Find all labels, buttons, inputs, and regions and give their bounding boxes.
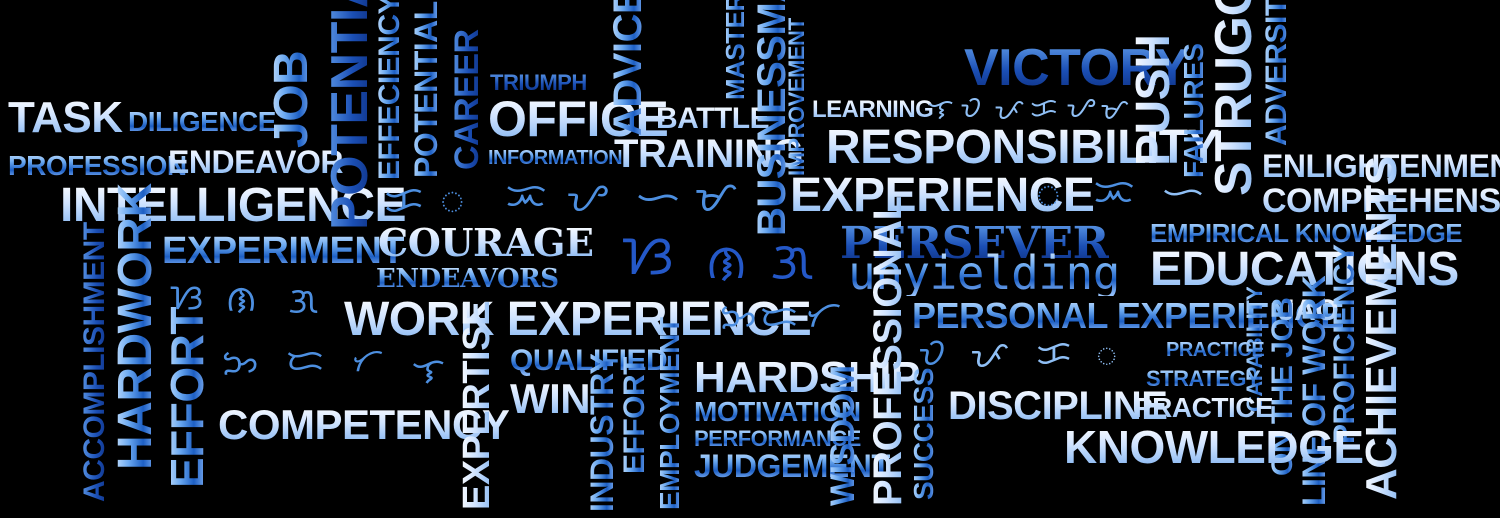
glyph-6: ᜋ bbox=[694, 172, 738, 221]
glyph-9: ᜄ bbox=[770, 232, 814, 292]
word-effort: EFFORT bbox=[161, 307, 213, 488]
word-proficiency: PROFICIENCY bbox=[1328, 244, 1361, 444]
glyph-2: ᜀ bbox=[440, 175, 465, 221]
word-qualified: QUALIFIED bbox=[510, 346, 668, 376]
word-accomplishment: ACCOMPLISHMENT bbox=[78, 222, 111, 502]
word-knowledge: KNOWLEDGE bbox=[1064, 421, 1364, 473]
word-employment: EMPLOYMENT bbox=[654, 317, 685, 510]
word-strategy: STRATEGY bbox=[1146, 366, 1261, 391]
word-job: JOB bbox=[265, 50, 318, 148]
word-experience: EXPERIENCE bbox=[790, 169, 1095, 222]
glyph-31: ᜃ bbox=[1036, 333, 1072, 374]
glyph-12: ᜆ bbox=[806, 295, 842, 336]
word-potential-small: POTENTIAL bbox=[408, 1, 444, 178]
word-win: WIN bbox=[510, 375, 591, 422]
word-expertise: EXPERTISE bbox=[456, 301, 498, 510]
word-practice: PRACTICE bbox=[1134, 392, 1274, 423]
glyph-1: ᜃ bbox=[384, 177, 424, 223]
word-push: PUSH bbox=[1127, 34, 1180, 166]
word-victory: VICTORY bbox=[964, 39, 1189, 97]
glyph-32: ᜀ bbox=[1096, 333, 1118, 373]
word-struggle: STRUGGLE bbox=[1205, 0, 1263, 196]
glyph-22: ᜐ bbox=[170, 277, 204, 318]
glyph-3: ᜁ bbox=[506, 173, 547, 219]
word-profession: PROFESSION bbox=[8, 150, 187, 181]
word-hardwork: HARDWORK bbox=[109, 183, 162, 470]
word-motivation: MOTIVATION bbox=[694, 396, 861, 427]
word-competency: COMPETENCY bbox=[218, 401, 510, 448]
word-comprehension: COMPREHENSION bbox=[1262, 184, 1500, 218]
word-discipline: DISCIPLINE bbox=[948, 384, 1168, 428]
glyph-17: ᜌ bbox=[1066, 91, 1095, 124]
glyph-13: ᜎ bbox=[928, 93, 954, 126]
word-practice-top: PRACTICE bbox=[1166, 339, 1265, 361]
word-courage: COURAGE bbox=[378, 220, 594, 265]
glyph-14: ᜏ bbox=[960, 91, 982, 124]
glyph-15: ᜉ bbox=[994, 93, 1024, 126]
word-empirical-knowledge: EMPIRICAL KNOWLEDGE bbox=[1150, 218, 1463, 248]
glyph-28: ᜎ bbox=[412, 351, 445, 392]
word-information: INFORMATION bbox=[488, 147, 623, 169]
word-wisdom: WISDOM bbox=[824, 365, 862, 506]
word-judgement: JUDGEMENT bbox=[694, 448, 891, 484]
glyph-30: ᜉ bbox=[970, 335, 1009, 376]
word-responsibility: RESPONSIBILITY bbox=[826, 121, 1220, 174]
glyph-8: ᜈ bbox=[706, 234, 747, 290]
word-training: TRAINING bbox=[614, 132, 804, 176]
word-office: OFFICE bbox=[488, 91, 669, 147]
glyph-7: ᜐ bbox=[622, 223, 674, 288]
word-triumph: TRIUMPH bbox=[490, 70, 587, 95]
glyph-10: ᜅ bbox=[720, 297, 757, 338]
word-personal-experience: PERSONAL EXPERIENCE bbox=[912, 295, 1344, 336]
glyph-24: ᜄ bbox=[288, 281, 319, 322]
word-improvement: IMPROVEMENT bbox=[784, 17, 809, 176]
word-effeciency: EFFECIENCY bbox=[373, 0, 406, 180]
glyph-5: ᜑ bbox=[636, 172, 681, 221]
word-industry: INDUSTRY bbox=[584, 353, 620, 512]
word-endeavors: ENDEAVORS bbox=[376, 264, 559, 294]
glyph-4: ᜌ bbox=[566, 175, 608, 221]
word-master: MASTER bbox=[720, 0, 750, 100]
word-unyielding: unyielding bbox=[848, 246, 1120, 300]
glyph-16: ᜃ bbox=[1030, 91, 1058, 124]
glyph-11: ᜇ bbox=[760, 297, 798, 338]
glyph-25: ᜅ bbox=[222, 343, 259, 384]
glyph-26: ᜇ bbox=[286, 341, 324, 382]
word-intelligence: INTELLIGENCE bbox=[60, 179, 407, 232]
word-jao: JAO bbox=[1278, 296, 1339, 326]
glyph-18: ᜋ bbox=[1100, 93, 1129, 126]
word-educations: EDUCATIONS bbox=[1150, 243, 1459, 296]
glyph-20: ᜁ bbox=[1094, 169, 1135, 215]
word-effort-small: EFFORT bbox=[618, 357, 651, 474]
word-task: TASK bbox=[8, 93, 123, 142]
word-advice: ADVICE bbox=[606, 0, 650, 136]
word-success: SUCCESS bbox=[908, 368, 939, 500]
word-performance: PERFORMANCE bbox=[694, 426, 861, 451]
word-battle: BATTLE bbox=[656, 102, 770, 135]
glyph-23: ᜈ bbox=[226, 279, 257, 320]
word-persever: PERSEVER bbox=[840, 218, 1109, 269]
word-adversity: ADVERSITY bbox=[1260, 0, 1293, 146]
word-achievements: ACHIEVEMENTS bbox=[1357, 156, 1406, 500]
word-potential-big: POTENTIAL bbox=[321, 0, 379, 230]
word-career: CAREER bbox=[448, 29, 486, 170]
word-hardship: HARDSHIP bbox=[694, 353, 920, 402]
glyph-29: ᜏ bbox=[918, 333, 946, 374]
word-endeavor: ENDEAVOR bbox=[168, 144, 343, 180]
word-experiment: EXPERIMENT bbox=[162, 230, 405, 272]
glyph-27: ᜆ bbox=[352, 341, 384, 379]
glyph-21: ᜑ bbox=[1162, 169, 1204, 215]
word-enlightenment: ENLIGHTENMENT bbox=[1262, 150, 1500, 182]
word-failures: FAILURES bbox=[1178, 43, 1209, 178]
word-professional: PROFESSIONAL bbox=[866, 196, 910, 506]
word-work-experience: WORK EXPERIENCE bbox=[344, 293, 812, 346]
glyph-19: ᜀ bbox=[1036, 169, 1061, 215]
word-diligence: DILIGENCE bbox=[128, 106, 276, 137]
word-learning: LEARNING bbox=[812, 96, 934, 123]
